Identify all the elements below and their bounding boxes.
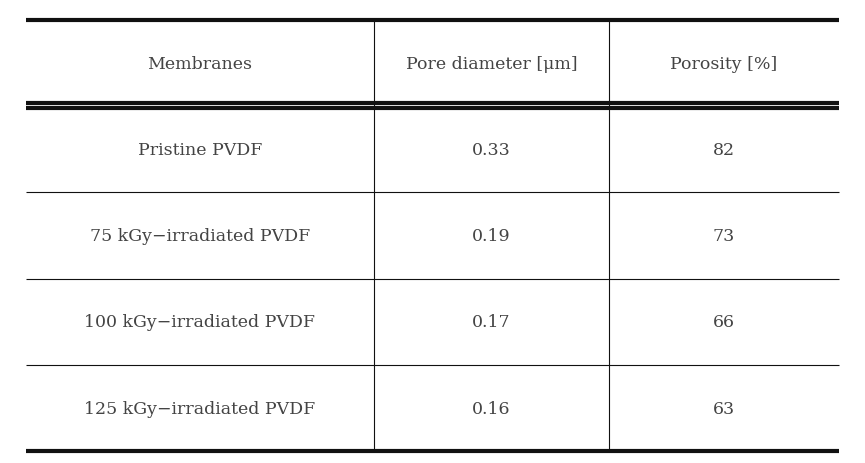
- Text: 75 kGy−irradiated PVDF: 75 kGy−irradiated PVDF: [90, 228, 310, 244]
- Text: 0.19: 0.19: [472, 228, 510, 244]
- Text: 0.33: 0.33: [472, 142, 511, 158]
- Text: 125 kGy−irradiated PVDF: 125 kGy−irradiated PVDF: [84, 400, 316, 417]
- Text: 66: 66: [713, 314, 735, 331]
- Text: 63: 63: [713, 400, 735, 417]
- Text: Pore diameter [μm]: Pore diameter [μm]: [406, 56, 577, 72]
- Text: 0.16: 0.16: [472, 400, 510, 417]
- Text: 100 kGy−irradiated PVDF: 100 kGy−irradiated PVDF: [85, 314, 316, 331]
- Text: Pristine PVDF: Pristine PVDF: [138, 142, 262, 158]
- Text: Membranes: Membranes: [147, 56, 253, 72]
- Text: 73: 73: [713, 228, 735, 244]
- Text: 82: 82: [713, 142, 735, 158]
- Text: 0.17: 0.17: [472, 314, 510, 331]
- Text: Porosity [%]: Porosity [%]: [670, 56, 778, 72]
